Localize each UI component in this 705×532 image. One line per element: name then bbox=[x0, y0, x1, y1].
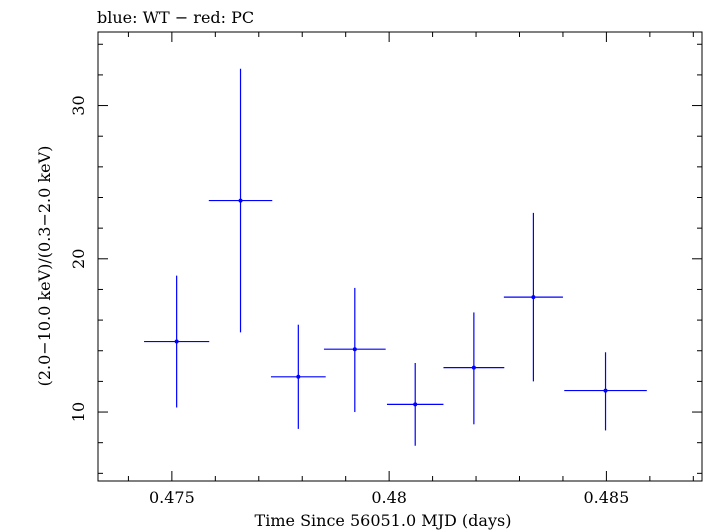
point-marker bbox=[238, 198, 243, 203]
data-point bbox=[503, 212, 563, 382]
point-marker bbox=[471, 365, 476, 370]
data-point bbox=[323, 287, 386, 413]
data-point bbox=[208, 68, 273, 333]
x-tick-label: 0.485 bbox=[583, 488, 629, 507]
point-marker bbox=[413, 402, 418, 407]
tick-labels: 0.475 0.48 0.485 10 20 30 bbox=[69, 95, 629, 507]
point-marker bbox=[296, 374, 301, 379]
y-axis-label: (2.0−10.0 keV)/(0.3−2.0 keV) bbox=[35, 146, 54, 387]
point-marker bbox=[352, 347, 357, 352]
data-layer bbox=[144, 68, 647, 446]
point-marker bbox=[531, 295, 536, 300]
series-wt bbox=[144, 68, 647, 446]
x-axis-label: Time Since 56051.0 MJD (days) bbox=[255, 511, 512, 530]
x-tick-label: 0.475 bbox=[149, 488, 195, 507]
y-tick-label: 30 bbox=[69, 95, 88, 115]
plot-frame bbox=[97, 31, 703, 482]
point-marker bbox=[174, 339, 179, 344]
x-tick-label: 0.48 bbox=[371, 488, 407, 507]
axis-ticks bbox=[98, 32, 702, 481]
chart-title: blue: WT − red: PC bbox=[97, 8, 254, 27]
data-point bbox=[270, 324, 326, 429]
y-tick-label: 10 bbox=[69, 402, 88, 422]
data-point bbox=[144, 275, 210, 408]
point-marker bbox=[603, 388, 608, 393]
data-point bbox=[564, 352, 647, 431]
y-tick-label: 20 bbox=[69, 249, 88, 269]
data-point bbox=[386, 363, 444, 446]
data-point bbox=[443, 312, 505, 425]
